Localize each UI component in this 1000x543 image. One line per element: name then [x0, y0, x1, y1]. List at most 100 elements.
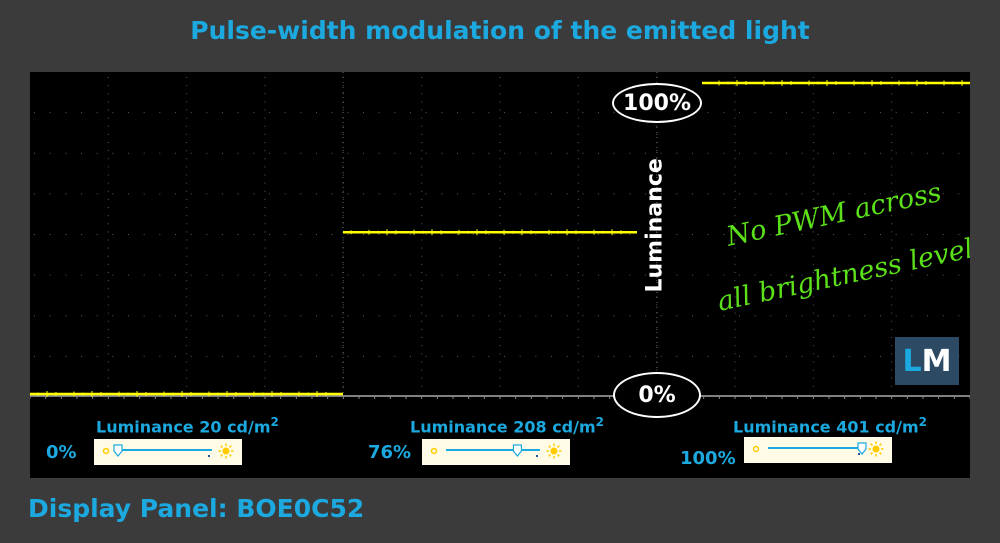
- grid-dot: [656, 288, 658, 290]
- grid-dot: [786, 193, 787, 195]
- grid-dot: [499, 353, 501, 355]
- sun-ray: [879, 443, 882, 446]
- grid-dot: [707, 152, 709, 154]
- grid-dot: [421, 239, 423, 241]
- grid-dot: [577, 150, 579, 152]
- grid-dot: [186, 133, 188, 135]
- grid-dot: [566, 152, 568, 154]
- grid-dot: [598, 234, 599, 235]
- grid-dot: [734, 377, 736, 379]
- grid-dot: [378, 355, 380, 357]
- grid-dot: [342, 345, 344, 347]
- grid-dot: [656, 328, 658, 330]
- grid-dot: [734, 133, 736, 135]
- grid-dot: [499, 85, 501, 87]
- grid-dot: [128, 193, 129, 195]
- grid-dot: [264, 133, 266, 135]
- grid-dot: [472, 274, 474, 276]
- grid-dot: [421, 223, 423, 225]
- grid-dot: [378, 315, 380, 317]
- grid-dot: [112, 152, 114, 154]
- grid-dot: [96, 152, 98, 154]
- grid-dot: [253, 355, 255, 357]
- luminance-text: Luminance 401 cd/m: [733, 417, 919, 437]
- grid-dot: [107, 272, 109, 273]
- grid-dot: [488, 193, 490, 195]
- grid-dot: [190, 234, 192, 235]
- grid-dot: [206, 152, 208, 154]
- grid-dot: [175, 315, 176, 317]
- panel-luminance-label: Luminance 401 cd/m2: [733, 415, 927, 436]
- grid-dot: [421, 320, 423, 322]
- grid-dot: [499, 174, 501, 176]
- grid-dot: [186, 353, 188, 355]
- grid-dot: [812, 142, 814, 143]
- grid-dot: [441, 274, 443, 276]
- grid-dot: [927, 152, 928, 154]
- grid-dot: [734, 77, 736, 78]
- grid-dot: [472, 152, 474, 154]
- grid-dot: [754, 274, 756, 276]
- grid-dot: [656, 239, 658, 241]
- grid-dot: [582, 152, 584, 154]
- grid-dot: [316, 355, 317, 357]
- grid-dot: [342, 166, 344, 168]
- grid-dot: [645, 234, 646, 235]
- grid-dot: [269, 315, 270, 317]
- grid-dot: [159, 234, 161, 235]
- grid-dot: [577, 272, 579, 273]
- grid-dot: [499, 385, 501, 387]
- grid-dot: [34, 152, 35, 154]
- brightness-slider: [94, 439, 242, 465]
- grid-dot: [891, 239, 893, 241]
- grid-dot: [812, 215, 814, 217]
- grid-dot: [891, 280, 893, 282]
- grid-dot: [421, 263, 423, 265]
- sun-ray: [220, 445, 223, 448]
- grid-dot: [656, 247, 658, 249]
- grid-dot: [421, 296, 423, 298]
- grid-dot: [107, 77, 109, 78]
- grid-dot: [656, 312, 658, 314]
- slider-thumb: [113, 444, 123, 457]
- dim-sun-icon: [430, 447, 438, 455]
- grid-dot: [817, 355, 819, 357]
- grid-dot: [504, 152, 505, 154]
- grid-dot: [269, 234, 270, 235]
- grid-dot: [848, 193, 850, 195]
- grid-dot: [421, 101, 423, 103]
- grid-dot: [347, 152, 349, 154]
- grid-dot: [891, 198, 893, 200]
- grid-dot: [723, 152, 725, 154]
- grid-dot: [801, 234, 803, 235]
- grid-dot: [891, 223, 893, 225]
- grid-dot: [253, 193, 255, 195]
- grid-dot: [499, 369, 501, 371]
- grid-dot: [499, 345, 501, 347]
- grid-dot: [656, 223, 658, 225]
- grid-dot: [577, 166, 579, 168]
- grid-dot: [421, 182, 423, 184]
- grid-dot: [421, 190, 423, 192]
- grid-dot: [128, 355, 129, 357]
- sun-ray: [557, 454, 560, 457]
- grid-dot: [237, 152, 239, 154]
- grid-dot: [378, 152, 380, 154]
- grid-dot: [958, 152, 960, 154]
- grid-dot: [833, 234, 834, 235]
- grid-dot: [421, 198, 423, 200]
- grid-dot: [499, 239, 501, 241]
- grid-dot: [734, 182, 736, 184]
- grid-dot: [342, 353, 344, 355]
- grid-dot: [707, 274, 709, 276]
- grid-dot: [342, 190, 344, 192]
- grid-dot: [421, 158, 423, 160]
- grid-dot: [190, 152, 192, 154]
- grid-dot: [577, 304, 579, 306]
- grid-dot: [551, 193, 552, 195]
- grid-dot: [378, 112, 380, 114]
- grid-dot: [656, 345, 658, 347]
- grid-dot: [264, 247, 266, 249]
- grid-dot: [958, 112, 960, 114]
- grid-dot: [504, 112, 505, 114]
